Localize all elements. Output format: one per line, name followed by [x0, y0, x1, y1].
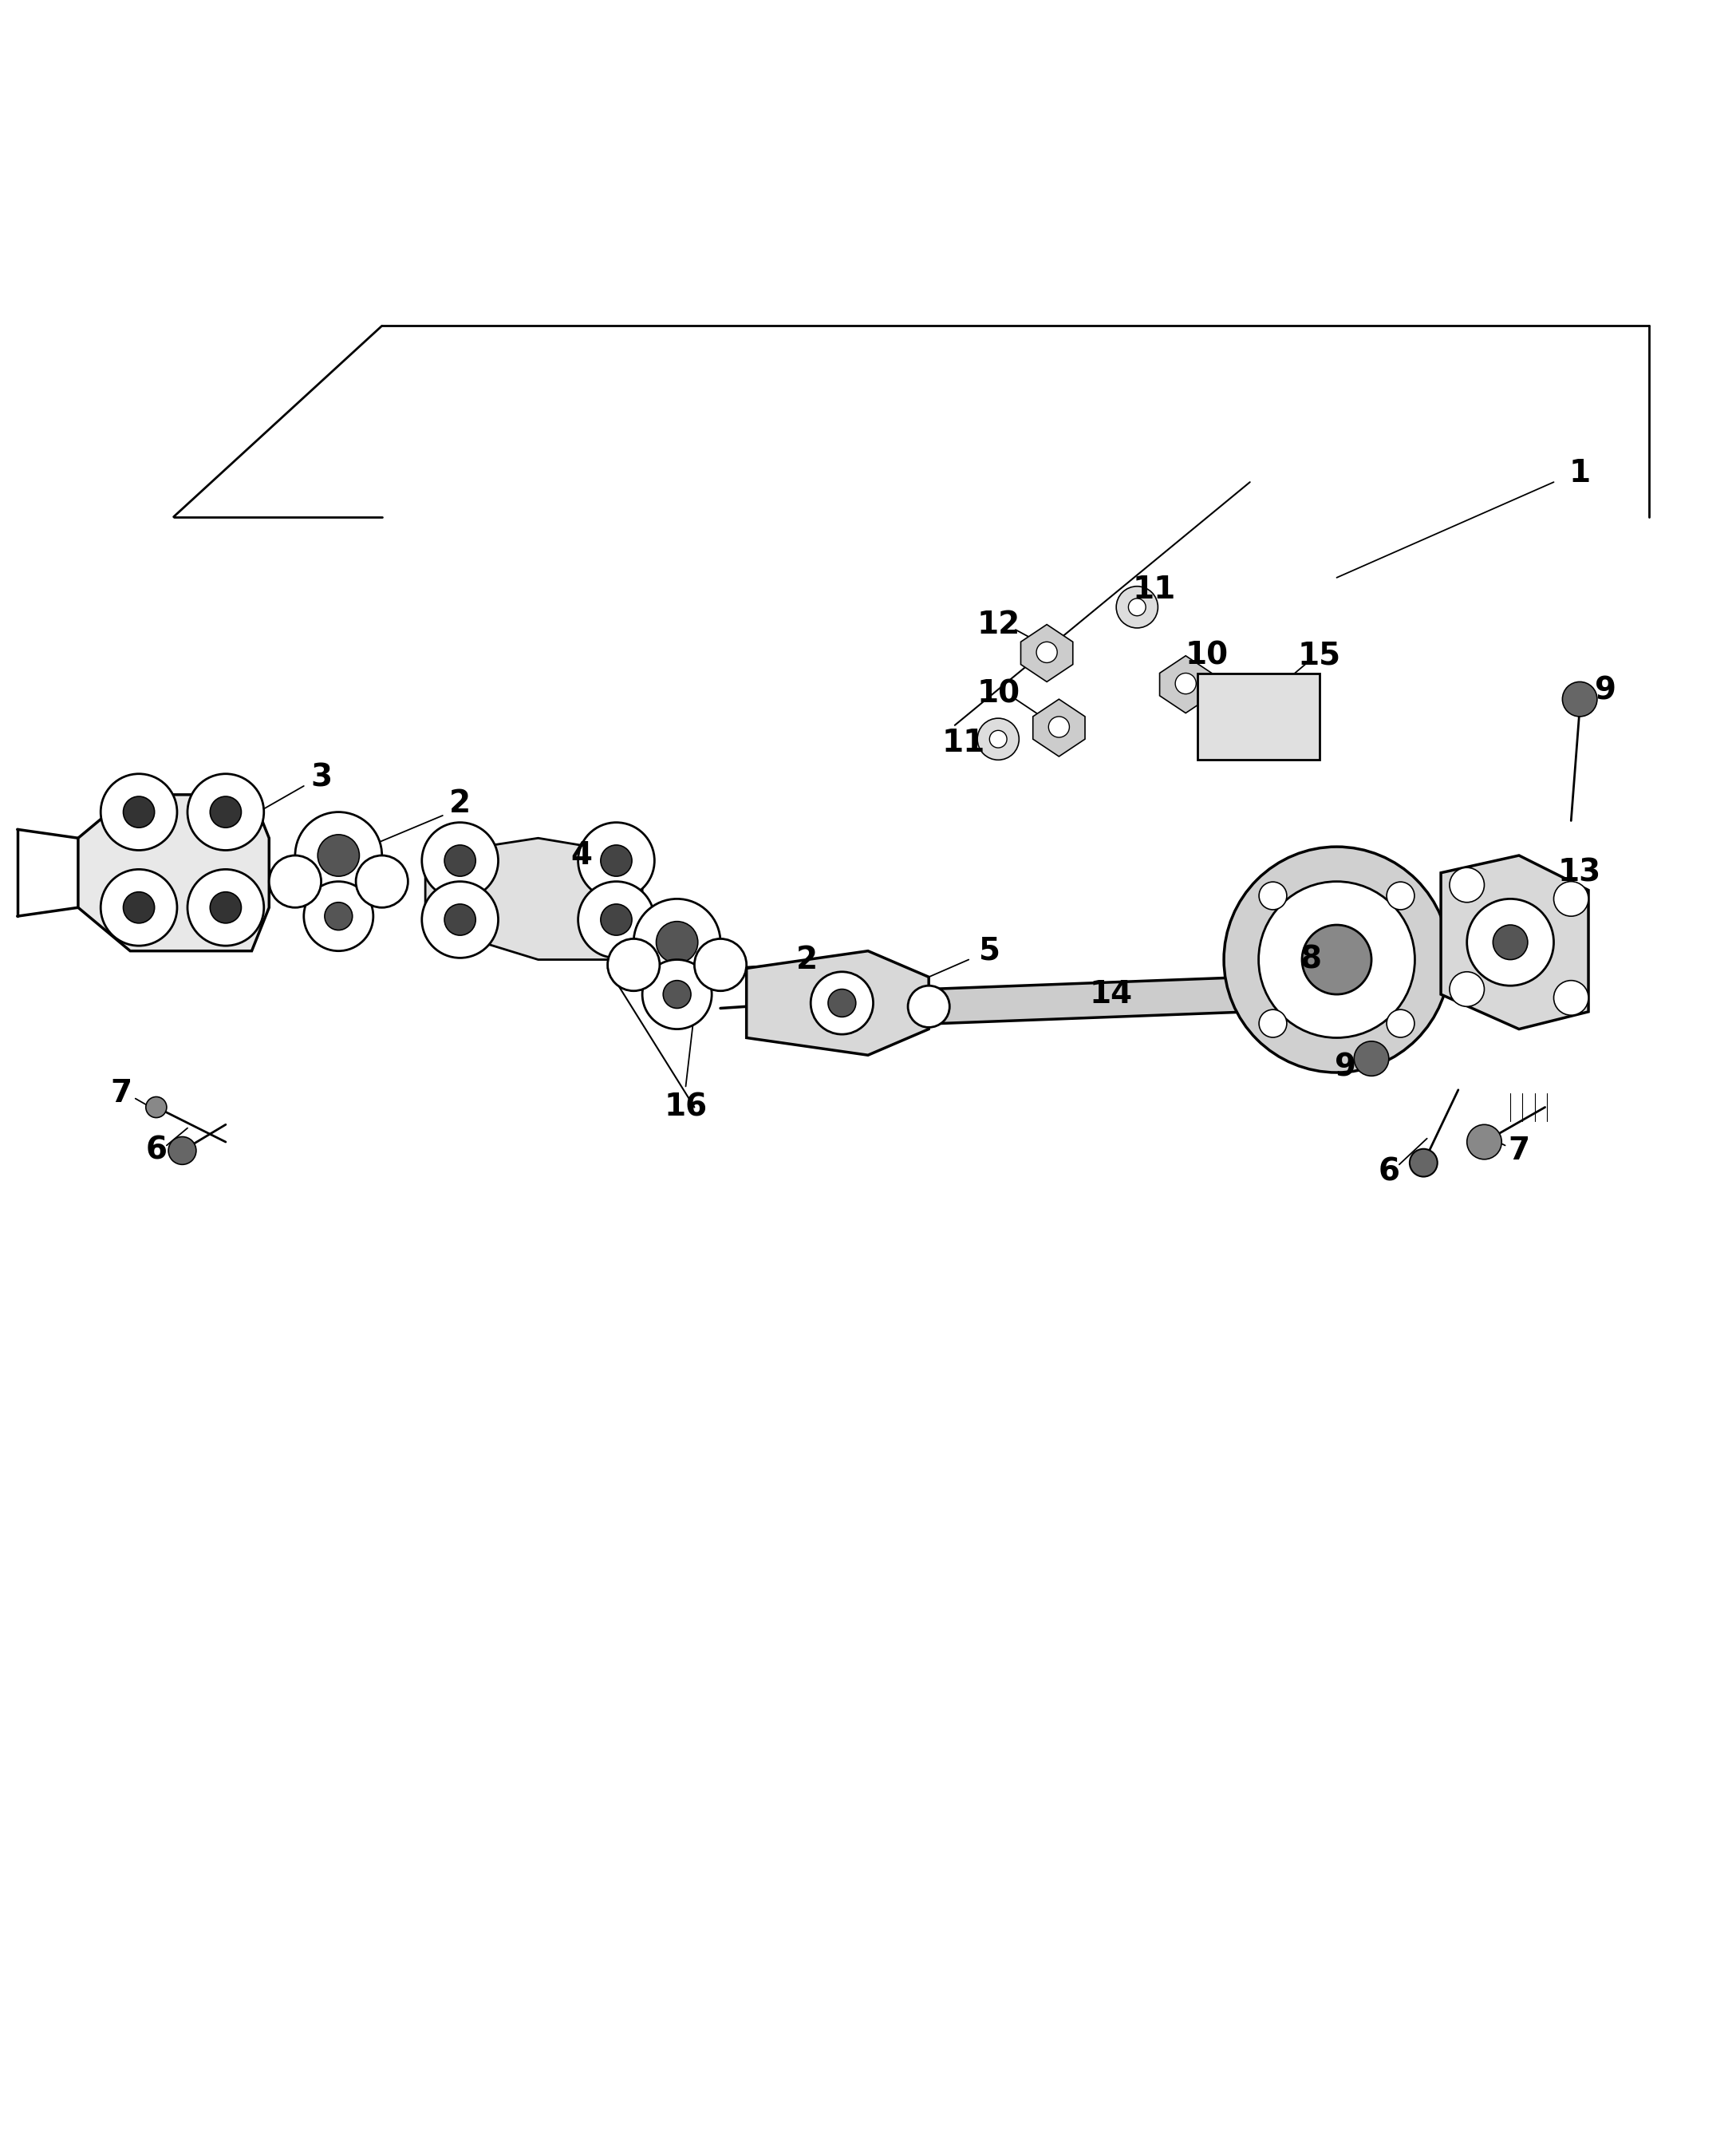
Circle shape — [101, 869, 177, 946]
Circle shape — [1049, 716, 1069, 738]
Text: 3: 3 — [311, 761, 332, 792]
Text: 6: 6 — [146, 1135, 167, 1165]
Circle shape — [1354, 1040, 1389, 1077]
Circle shape — [1175, 674, 1196, 695]
Text: 5: 5 — [979, 935, 1000, 965]
Text: 9: 9 — [1595, 676, 1616, 706]
Polygon shape — [1441, 856, 1588, 1030]
Polygon shape — [1160, 656, 1212, 712]
Text: 11: 11 — [1134, 575, 1175, 605]
Text: 6: 6 — [1378, 1156, 1399, 1186]
Circle shape — [422, 822, 498, 899]
Text: 7: 7 — [1509, 1135, 1529, 1165]
Circle shape — [578, 822, 654, 899]
Circle shape — [146, 1096, 167, 1118]
Circle shape — [101, 774, 177, 849]
Circle shape — [1302, 924, 1371, 995]
Text: 9: 9 — [1335, 1053, 1356, 1083]
Circle shape — [1259, 1010, 1286, 1038]
Circle shape — [1259, 882, 1286, 909]
Text: 1: 1 — [1569, 459, 1590, 489]
Circle shape — [123, 892, 155, 922]
Text: 14: 14 — [1090, 980, 1132, 1010]
Circle shape — [1450, 867, 1484, 903]
Circle shape — [123, 796, 155, 828]
Circle shape — [578, 882, 654, 959]
Text: 4: 4 — [571, 841, 592, 871]
Polygon shape — [425, 839, 642, 959]
Circle shape — [356, 856, 408, 907]
Text: 15: 15 — [1299, 641, 1340, 671]
Circle shape — [990, 731, 1007, 749]
Text: 8: 8 — [1300, 944, 1321, 974]
Circle shape — [1467, 1124, 1502, 1158]
Circle shape — [422, 882, 498, 959]
Circle shape — [1224, 847, 1450, 1072]
Text: 7: 7 — [111, 1079, 132, 1109]
Circle shape — [663, 980, 691, 1008]
Polygon shape — [1033, 699, 1085, 757]
Circle shape — [1562, 682, 1597, 716]
Text: 12: 12 — [977, 609, 1019, 639]
Text: 10: 10 — [1186, 641, 1227, 671]
Text: 13: 13 — [1559, 858, 1601, 888]
Circle shape — [187, 774, 264, 849]
Circle shape — [1493, 924, 1528, 959]
Circle shape — [642, 959, 712, 1030]
Circle shape — [1467, 899, 1554, 987]
Circle shape — [1410, 1150, 1437, 1178]
Circle shape — [295, 813, 382, 899]
Circle shape — [444, 903, 476, 935]
Circle shape — [908, 987, 950, 1027]
Circle shape — [444, 845, 476, 877]
Circle shape — [1116, 586, 1158, 628]
Circle shape — [694, 940, 746, 991]
Circle shape — [269, 856, 321, 907]
Circle shape — [1128, 598, 1146, 616]
Circle shape — [187, 869, 264, 946]
Circle shape — [601, 903, 632, 935]
Circle shape — [656, 922, 698, 963]
Polygon shape — [78, 794, 269, 950]
Circle shape — [811, 972, 873, 1034]
Polygon shape — [1021, 624, 1073, 682]
Circle shape — [304, 882, 373, 950]
Polygon shape — [746, 950, 929, 1055]
Text: 11: 11 — [943, 727, 984, 757]
Circle shape — [1387, 1010, 1415, 1038]
Circle shape — [210, 892, 241, 922]
Text: 2: 2 — [450, 787, 470, 819]
Circle shape — [210, 796, 241, 828]
Circle shape — [1036, 641, 1057, 663]
Circle shape — [168, 1137, 196, 1165]
Circle shape — [601, 845, 632, 877]
Circle shape — [1387, 882, 1415, 909]
Circle shape — [318, 834, 359, 877]
Circle shape — [1450, 972, 1484, 1006]
Circle shape — [325, 903, 352, 931]
Circle shape — [1554, 882, 1588, 916]
Circle shape — [828, 989, 856, 1017]
Text: 10: 10 — [977, 678, 1019, 710]
Polygon shape — [1198, 674, 1319, 759]
Circle shape — [1259, 882, 1415, 1038]
Text: 16: 16 — [665, 1092, 707, 1122]
Circle shape — [1554, 980, 1588, 1015]
Circle shape — [608, 940, 660, 991]
Circle shape — [977, 719, 1019, 759]
Text: 2: 2 — [797, 944, 818, 974]
Polygon shape — [929, 976, 1250, 1023]
Circle shape — [634, 899, 720, 987]
